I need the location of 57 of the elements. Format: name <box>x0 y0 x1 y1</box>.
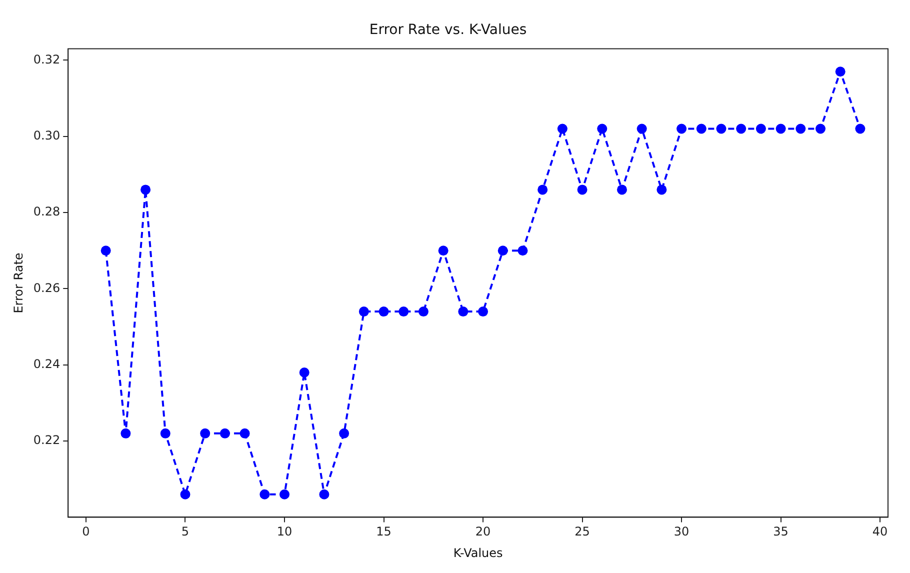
x-tick-label: 40 <box>872 524 888 539</box>
x-tick-label: 25 <box>574 524 590 539</box>
point <box>260 489 270 500</box>
point <box>120 428 131 438</box>
point <box>398 306 409 317</box>
point <box>180 489 190 500</box>
point <box>676 124 687 134</box>
point <box>597 124 608 134</box>
point <box>636 124 647 134</box>
point <box>240 428 250 438</box>
point <box>418 306 428 317</box>
point <box>538 184 548 195</box>
x-tick-label: 35 <box>773 524 788 539</box>
x-tick-label: 30 <box>674 524 690 539</box>
point <box>776 124 786 134</box>
y-tick-label: 0.32 <box>33 52 60 66</box>
point <box>140 184 151 195</box>
point <box>200 428 210 438</box>
point <box>796 124 806 134</box>
x-tick-label: 20 <box>475 524 491 539</box>
point <box>498 246 508 256</box>
y-axis-title: Error Rate <box>11 252 26 314</box>
point <box>696 124 706 134</box>
point <box>835 66 846 77</box>
x-tick-label: 10 <box>276 524 292 539</box>
point <box>518 246 528 256</box>
point <box>339 428 350 438</box>
y-tick-label: 0.30 <box>33 128 60 143</box>
point <box>280 489 290 500</box>
point <box>160 428 170 438</box>
point <box>616 184 627 195</box>
point <box>358 306 369 317</box>
y-tick-label: 0.26 <box>33 280 60 295</box>
y-tick-label: 0.22 <box>33 433 60 448</box>
point <box>378 306 389 317</box>
x-axis-title: K-Values <box>453 546 503 560</box>
point <box>319 489 330 500</box>
point <box>557 124 568 134</box>
point <box>299 367 310 378</box>
point <box>577 184 588 195</box>
x-tick-label: 15 <box>376 524 392 539</box>
point <box>736 124 746 134</box>
y-tick-label: 0.24 <box>33 357 60 371</box>
point <box>458 306 468 317</box>
point <box>656 184 667 195</box>
point <box>855 124 866 134</box>
chart-title: Error Rate vs. K-Values <box>369 22 527 38</box>
point <box>756 124 766 134</box>
point <box>438 246 448 256</box>
x-tick-label: 0 <box>82 524 90 539</box>
point <box>478 306 488 317</box>
y-tick-label: 0.28 <box>33 204 60 219</box>
point <box>716 124 726 134</box>
point <box>220 428 230 438</box>
point <box>100 246 111 256</box>
x-tick-label: 5 <box>181 524 190 539</box>
point <box>816 124 826 134</box>
